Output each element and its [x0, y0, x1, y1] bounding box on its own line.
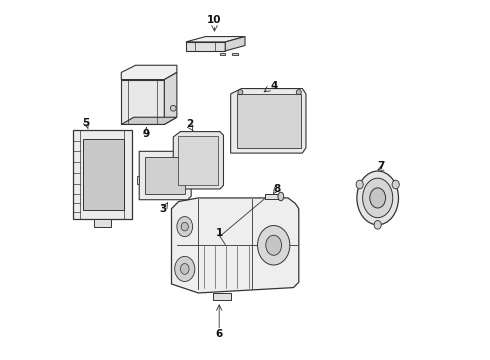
Polygon shape: [172, 198, 299, 293]
Polygon shape: [177, 136, 218, 185]
Ellipse shape: [266, 235, 282, 255]
Text: 5: 5: [82, 118, 89, 128]
Ellipse shape: [357, 171, 398, 225]
Polygon shape: [186, 37, 245, 42]
Text: 6: 6: [216, 329, 223, 339]
Polygon shape: [122, 117, 177, 125]
Polygon shape: [73, 130, 132, 220]
Polygon shape: [186, 42, 225, 51]
Polygon shape: [225, 37, 245, 51]
Ellipse shape: [180, 264, 189, 274]
Polygon shape: [83, 139, 124, 211]
Polygon shape: [173, 132, 223, 189]
Ellipse shape: [175, 256, 195, 282]
Polygon shape: [137, 176, 139, 184]
Polygon shape: [164, 72, 177, 125]
Text: 1: 1: [216, 228, 223, 238]
Text: 3: 3: [159, 204, 166, 215]
Polygon shape: [122, 65, 177, 80]
Polygon shape: [265, 194, 279, 199]
Ellipse shape: [177, 217, 193, 237]
Ellipse shape: [238, 90, 243, 95]
Polygon shape: [220, 53, 225, 55]
Ellipse shape: [258, 226, 290, 265]
Ellipse shape: [392, 180, 399, 189]
Polygon shape: [95, 220, 111, 226]
Text: 2: 2: [186, 120, 193, 129]
Polygon shape: [213, 293, 231, 300]
Ellipse shape: [363, 178, 393, 218]
Text: 7: 7: [378, 161, 385, 171]
Ellipse shape: [278, 192, 284, 201]
Polygon shape: [237, 94, 300, 148]
Ellipse shape: [356, 180, 363, 189]
Polygon shape: [139, 151, 191, 200]
Text: 10: 10: [207, 15, 222, 26]
Ellipse shape: [296, 90, 301, 95]
Polygon shape: [231, 89, 306, 153]
Ellipse shape: [370, 188, 386, 208]
Text: 8: 8: [273, 184, 281, 194]
Text: 4: 4: [270, 81, 277, 91]
Text: 9: 9: [143, 129, 150, 139]
Ellipse shape: [374, 221, 381, 229]
Polygon shape: [122, 80, 164, 125]
Ellipse shape: [171, 105, 176, 111]
Polygon shape: [232, 53, 238, 55]
Ellipse shape: [181, 222, 188, 231]
Polygon shape: [146, 157, 185, 194]
